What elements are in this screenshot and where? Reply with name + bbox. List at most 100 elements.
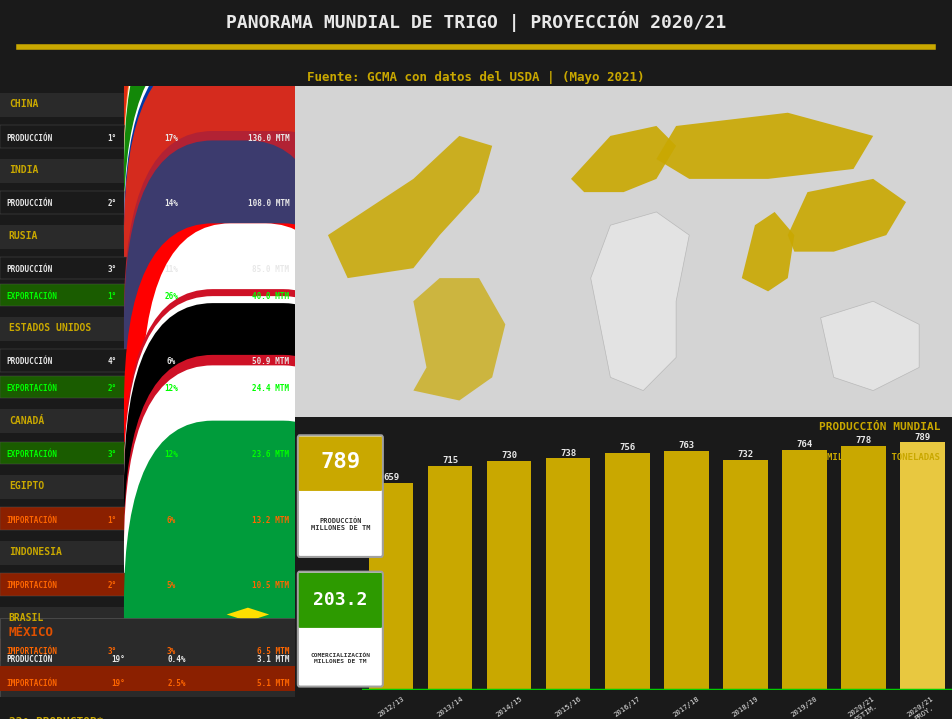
Polygon shape <box>821 301 919 390</box>
FancyBboxPatch shape <box>124 131 372 518</box>
Text: 3.1 MTM: 3.1 MTM <box>257 655 289 664</box>
Text: 2012/13: 2012/13 <box>377 696 406 718</box>
Text: 6.5 MTM: 6.5 MTM <box>257 647 289 656</box>
Text: 40.0 MTM: 40.0 MTM <box>252 292 289 301</box>
Text: 2018/19: 2018/19 <box>731 696 760 718</box>
FancyBboxPatch shape <box>124 0 372 360</box>
FancyBboxPatch shape <box>124 365 372 719</box>
Text: ESTADOS UNIDOS: ESTADOS UNIDOS <box>9 324 91 334</box>
FancyBboxPatch shape <box>295 86 952 417</box>
Text: 2020/21
PROY.: 2020/21 PROY. <box>906 696 939 719</box>
Bar <box>724 460 767 690</box>
Polygon shape <box>571 126 676 192</box>
FancyBboxPatch shape <box>0 573 295 595</box>
Text: 24.4 MTM: 24.4 MTM <box>252 384 289 393</box>
Bar <box>487 461 531 690</box>
Text: 1°: 1° <box>108 134 117 142</box>
Text: MÉXICO: MÉXICO <box>9 626 54 638</box>
Text: 3°: 3° <box>108 647 117 656</box>
Text: EXPORTACIÓN: EXPORTACIÓN <box>6 384 57 393</box>
FancyBboxPatch shape <box>124 0 372 295</box>
Text: PRODUCCIÓN: PRODUCCIÓN <box>6 199 52 209</box>
Text: 2013/14: 2013/14 <box>436 696 465 718</box>
FancyBboxPatch shape <box>299 573 382 628</box>
FancyBboxPatch shape <box>124 224 372 611</box>
FancyBboxPatch shape <box>124 52 372 426</box>
FancyBboxPatch shape <box>0 283 295 306</box>
FancyBboxPatch shape <box>0 607 295 631</box>
FancyBboxPatch shape <box>0 508 295 530</box>
FancyBboxPatch shape <box>0 618 295 697</box>
Text: COMERCIALIZACIÓN
MILLONES DE TM: COMERCIALIZACIÓN MILLONES DE TM <box>310 653 370 664</box>
FancyBboxPatch shape <box>124 39 372 412</box>
FancyBboxPatch shape <box>299 436 382 491</box>
Text: IMPORTACIÓN: IMPORTACIÓN <box>6 516 57 525</box>
Bar <box>428 466 472 690</box>
Text: 17%: 17% <box>165 134 178 142</box>
Text: 5%: 5% <box>167 581 176 590</box>
FancyBboxPatch shape <box>0 475 295 499</box>
Text: 2017/18: 2017/18 <box>672 696 701 718</box>
Bar <box>369 483 413 690</box>
FancyBboxPatch shape <box>0 225 295 249</box>
Bar <box>901 442 944 690</box>
FancyBboxPatch shape <box>0 125 295 148</box>
FancyBboxPatch shape <box>142 224 354 611</box>
FancyBboxPatch shape <box>0 349 295 372</box>
Text: 85.0 MTM: 85.0 MTM <box>252 265 289 274</box>
Text: 2015/16: 2015/16 <box>554 696 583 718</box>
Text: 2.5%: 2.5% <box>168 679 187 688</box>
Text: PRODUCCIÓN: PRODUCCIÓN <box>6 265 52 274</box>
Bar <box>546 459 590 690</box>
Text: CANADÁ: CANADÁ <box>9 416 44 426</box>
Text: 3°: 3° <box>108 450 117 459</box>
Text: 12%: 12% <box>165 384 178 393</box>
Polygon shape <box>787 179 906 252</box>
Text: INDONESIA: INDONESIA <box>9 547 62 557</box>
Text: 19°: 19° <box>111 679 125 688</box>
Text: Fuente: GCMA con datos del USDA | (Mayo 2021): Fuente: GCMA con datos del USDA | (Mayo … <box>307 71 645 84</box>
Text: 1°: 1° <box>108 516 117 525</box>
Text: 0.4%: 0.4% <box>168 655 187 664</box>
Text: 2°: 2° <box>108 384 117 393</box>
Text: 789: 789 <box>915 433 930 441</box>
Text: IMPORTACIÓN: IMPORTACIÓN <box>6 647 57 656</box>
FancyBboxPatch shape <box>0 410 295 434</box>
Text: 136.0 MTM: 136.0 MTM <box>248 134 289 142</box>
Text: 1°: 1° <box>108 292 117 301</box>
Text: INDIA: INDIA <box>9 165 38 175</box>
Text: 732: 732 <box>738 450 753 459</box>
FancyBboxPatch shape <box>0 191 295 214</box>
Text: 3%: 3% <box>167 647 176 656</box>
Text: 12%: 12% <box>165 450 178 459</box>
Polygon shape <box>590 212 689 390</box>
Text: IMPORTACIÓN: IMPORTACIÓN <box>6 679 57 688</box>
Text: PRODUCCIÓN MUNDIAL: PRODUCCIÓN MUNDIAL <box>819 423 941 433</box>
Text: BRASIL: BRASIL <box>9 613 44 623</box>
FancyBboxPatch shape <box>0 639 295 661</box>
FancyBboxPatch shape <box>124 0 372 347</box>
FancyBboxPatch shape <box>124 140 336 518</box>
Text: EXPORTACIÓN: EXPORTACIÓN <box>6 450 57 459</box>
Text: 715: 715 <box>443 456 458 464</box>
FancyBboxPatch shape <box>0 376 295 398</box>
FancyBboxPatch shape <box>124 296 372 670</box>
Text: 2016/17: 2016/17 <box>613 696 642 718</box>
Text: 2020/21
ESTIM.: 2020/21 ESTIM. <box>847 696 880 719</box>
FancyBboxPatch shape <box>124 45 372 419</box>
Text: 659: 659 <box>384 473 399 482</box>
FancyBboxPatch shape <box>0 93 295 117</box>
Text: 203.2: 203.2 <box>313 591 367 609</box>
FancyBboxPatch shape <box>124 303 372 677</box>
Text: 14%: 14% <box>165 199 178 209</box>
Polygon shape <box>327 136 492 278</box>
FancyBboxPatch shape <box>298 435 383 557</box>
Text: 2014/15: 2014/15 <box>495 696 524 718</box>
Text: 3°: 3° <box>108 265 117 274</box>
Bar <box>664 451 708 690</box>
Text: PANORAMA MUNDIAL DE TRIGO | PROYECCIÓN 2020/21: PANORAMA MUNDIAL DE TRIGO | PROYECCIÓN 2… <box>226 11 726 32</box>
Text: PRODUCCIÓN: PRODUCCIÓN <box>6 134 52 142</box>
Text: 11%: 11% <box>165 265 178 274</box>
Bar <box>842 446 885 690</box>
Text: 4°: 4° <box>108 357 117 367</box>
